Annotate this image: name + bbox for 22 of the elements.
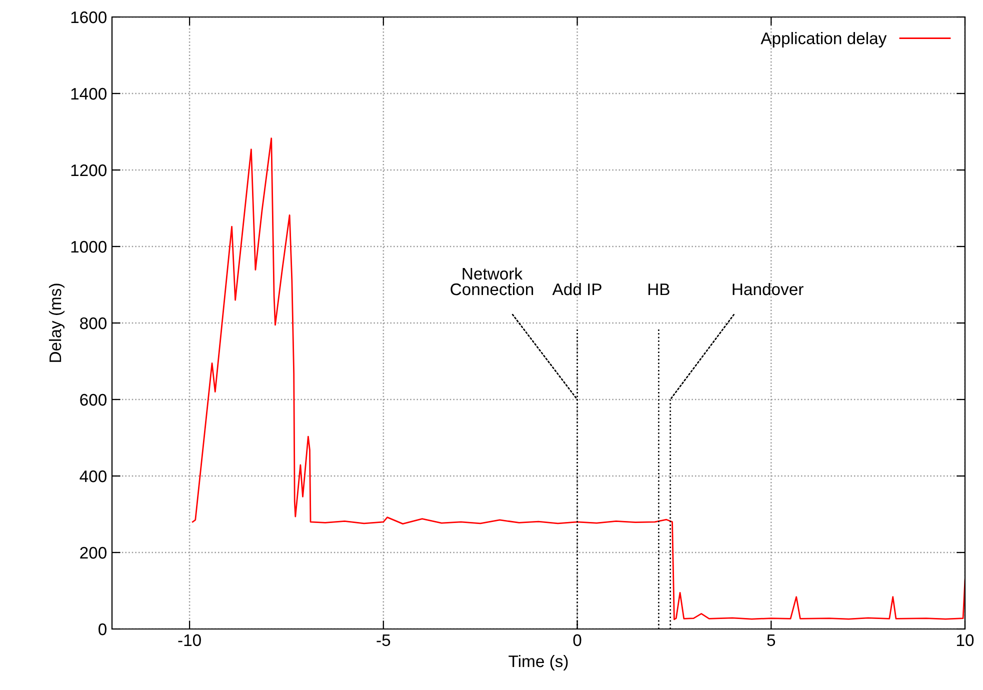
y-tick-label: 400 — [80, 470, 106, 482]
annotation: Network Connection — [450, 267, 534, 296]
y-tick-label: 1400 — [71, 88, 106, 100]
x-tick-label: -10 — [178, 634, 201, 646]
legend-label: Application delay — [760, 32, 887, 48]
y-axis-title: Delay (ms) — [48, 284, 65, 362]
y-tick-label: 1200 — [71, 164, 106, 176]
ref-line-label: Add IP — [552, 282, 602, 296]
y-tick-label: 800 — [80, 317, 106, 330]
y-tick-label: 600 — [80, 394, 106, 406]
x-tick-label: 10 — [957, 634, 974, 646]
line-series — [192, 138, 965, 620]
y-tick-label: 0 — [98, 623, 106, 636]
y-tick-label: 1600 — [71, 11, 106, 24]
ref-line-label: Handover — [732, 282, 804, 296]
x-tick-label: 5 — [767, 634, 776, 646]
y-tick-label: 200 — [80, 546, 106, 559]
ref-line-label: HB — [648, 284, 670, 296]
x-tick-label: -5 — [376, 634, 390, 646]
x-axis-title: Time (s) — [508, 654, 568, 670]
y-tick-label: 1000 — [71, 240, 106, 253]
x-tick-label: 0 — [573, 634, 582, 646]
